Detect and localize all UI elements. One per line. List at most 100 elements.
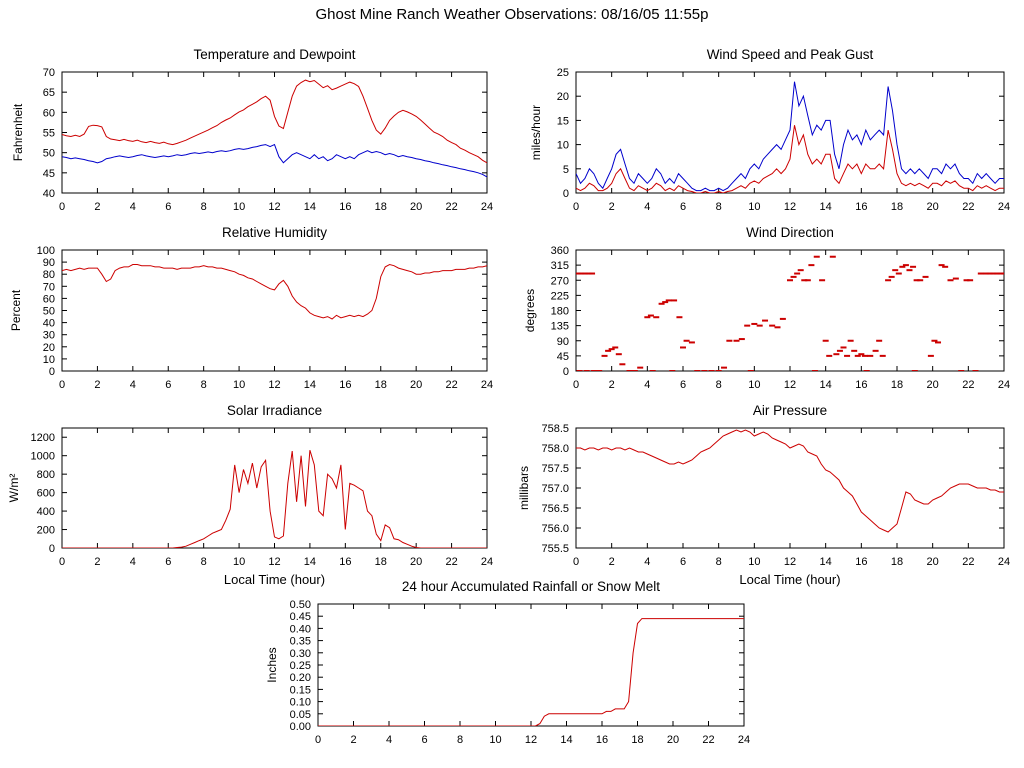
data-point-dash	[858, 353, 865, 356]
y-tick-label: 50	[43, 306, 55, 318]
x-tick-label: 4	[386, 734, 392, 746]
x-tick-label: 20	[927, 379, 939, 391]
y-tick-label: 757.0	[541, 483, 569, 495]
data-point-dash	[590, 370, 597, 371]
data-point-dash	[983, 272, 990, 275]
x-axis-label: Local Time (hour)	[739, 572, 840, 587]
y-tick-label: 0.50	[290, 599, 311, 611]
data-point-dash	[967, 279, 974, 282]
x-tick-label: 18	[375, 379, 387, 391]
data-point-dash	[826, 354, 833, 357]
y-tick-label: 755.5	[541, 543, 569, 555]
data-point-dash	[990, 272, 997, 275]
x-tick-label: 6	[165, 201, 171, 213]
series-line-accumulated-rainfall	[318, 618, 744, 726]
data-point-dash	[647, 314, 654, 317]
data-point-dash	[665, 299, 672, 302]
x-tick-label: 14	[820, 379, 832, 391]
data-point-dash	[910, 265, 917, 268]
series-line-wind-speed	[576, 125, 1004, 193]
data-point-dash	[819, 279, 826, 282]
x-tick-label: 8	[457, 734, 463, 746]
x-tick-label: 16	[855, 201, 867, 213]
x-tick-label: 0	[315, 734, 321, 746]
data-point-dash	[790, 275, 797, 278]
y-tick-label: 45	[557, 351, 569, 363]
y-tick-label: 0.00	[290, 721, 311, 733]
y-tick-label: 90	[557, 336, 569, 348]
data-point-dash	[972, 370, 979, 371]
x-tick-label: 2	[609, 556, 615, 568]
data-point-dash	[977, 272, 984, 275]
data-point-dash	[888, 275, 895, 278]
x-tick-label: 22	[962, 556, 974, 568]
y-tick-label: 90	[43, 257, 55, 269]
data-point-dash	[733, 339, 740, 342]
chart-title: 24 hour Accumulated Rainfall or Snow Mel…	[402, 579, 660, 594]
x-tick-label: 14	[560, 734, 572, 746]
x-tick-label: 4	[130, 556, 136, 568]
x-tick-label: 20	[927, 556, 939, 568]
data-point-dash	[596, 370, 603, 371]
data-point-dash	[811, 370, 818, 371]
x-tick-label: 22	[962, 201, 974, 213]
y-tick-label: 600	[37, 488, 55, 500]
y-tick-label: 60	[43, 107, 55, 119]
data-point-dash	[804, 279, 811, 282]
data-point-dash	[844, 354, 851, 357]
data-point-dash	[779, 317, 786, 320]
data-point-dash	[787, 279, 793, 282]
chart-title: Relative Humidity	[222, 225, 327, 240]
data-point-dash	[833, 353, 840, 356]
x-tick-label: 18	[891, 379, 903, 391]
x-tick-label: 22	[962, 379, 974, 391]
y-tick-label: 135	[551, 321, 569, 333]
x-tick-label: 8	[716, 201, 722, 213]
data-point-dash	[863, 370, 870, 371]
data-point-dash	[922, 275, 929, 278]
data-point-dash	[885, 279, 892, 282]
data-point-dash	[608, 348, 615, 351]
y-tick-label: 100	[37, 245, 55, 257]
data-point-dash	[769, 324, 776, 327]
series-line-relative-humidity	[62, 263, 487, 320]
data-point-dash	[879, 354, 886, 357]
data-point-dash	[631, 370, 638, 371]
x-tick-label: 16	[339, 379, 351, 391]
x-tick-label: 18	[891, 201, 903, 213]
data-point-dash	[626, 370, 633, 371]
y-tick-label: 0.10	[290, 697, 311, 709]
x-tick-label: 18	[891, 556, 903, 568]
y-tick-label: 80	[43, 269, 55, 281]
x-tick-label: 14	[304, 201, 316, 213]
y-tick-label: 10	[557, 140, 569, 152]
x-tick-label: 16	[339, 201, 351, 213]
data-point-dash	[986, 272, 993, 275]
data-point-dash	[601, 354, 608, 357]
chart-title: Air Pressure	[753, 403, 827, 418]
data-point-dash	[861, 354, 868, 357]
data-point-dash	[808, 264, 815, 267]
data-point-dash	[942, 265, 949, 268]
chart-title: Wind Direction	[746, 225, 834, 240]
x-tick-label: 10	[748, 556, 760, 568]
data-point-dash	[911, 370, 918, 371]
series-line-solar-irradiance	[62, 450, 487, 548]
chart-title: Temperature and Dewpoint	[193, 47, 355, 62]
data-point-dash	[847, 339, 854, 342]
x-tick-label: 22	[445, 379, 457, 391]
y-tick-label: 758.0	[541, 443, 569, 455]
data-point-dash	[829, 255, 836, 258]
plot-frame	[575, 71, 1005, 194]
data-point-dash	[701, 370, 708, 371]
data-point-dash	[854, 354, 861, 357]
data-point-dash	[583, 370, 590, 371]
data-point-dash	[649, 370, 656, 371]
data-point-dash	[615, 353, 622, 356]
chart-title: Solar Irradiance	[227, 403, 322, 418]
